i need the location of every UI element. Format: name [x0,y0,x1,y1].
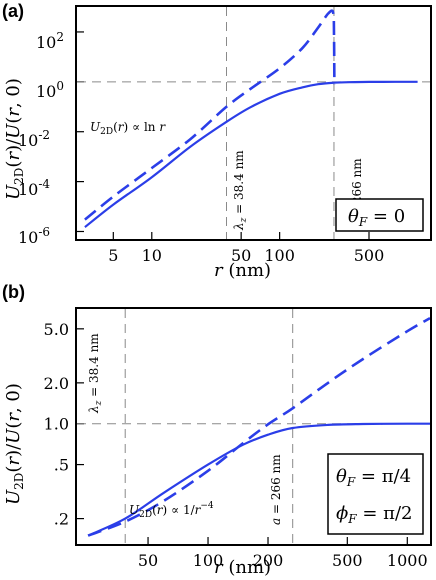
panel-b-lambda-label: λz = 38.4 nm [87,333,104,414]
panel-b-ytick-label-4: 5.0 [44,320,69,339]
panel-a-xtick-label-2: 50 [231,246,251,265]
panel-a-series-solid [84,80,418,228]
a-ytick-1e-6: 10-6 [18,225,50,247]
panel-b-xtick-label-3: 500 [332,551,363,570]
panel-b-xtick-label-1: 100 [193,551,224,570]
panel-a-xtick-label-3: 100 [264,246,295,265]
panel-b-frame [75,307,432,546]
panel-b-legend-theta: θF = π/4 [336,466,411,489]
panel-a-series [84,9,418,228]
panel-b-x-tick-labels: 50 100 200 500 1000 [138,551,428,570]
panel-b: (b) .2 .5 1.0 2.0 5.0 50 100 200 500 1000 r (nm)… [2,282,432,578]
panel-a-legend-text: θF = 0 [348,206,405,229]
panel-b-ylabel: U2D(r)/U(r, 0) [3,383,26,505]
panel-b-series [87,316,431,537]
panel-b-series-solid [87,422,430,537]
panel-b-ytick-label-1: .5 [54,456,69,475]
panel-a-xlabel: r (nm) [214,260,271,281]
panel-a-xtick-label-1: 10 [142,246,162,265]
panel-a-ylabel: U2D(r)/U(r, 0) [3,78,26,200]
panel-a-y-tick-labels: 10-6 10-4 10-2 100 102 [18,30,64,247]
panel-a-label: (a) [2,1,24,21]
panel-a-xtick-label-0: 5 [108,246,118,265]
panel-a-x-tick-labels: 5 10 50 100 500 [108,246,384,265]
panel-b-annotation: U2D(r) ∝ 1/r−4 [129,501,214,520]
panel-b-xtick-label-2: 200 [253,551,284,570]
panel-b-y-tick-labels: .2 .5 1.0 2.0 5.0 [44,320,69,529]
a-ytick-1e0: 100 [36,79,64,101]
panel-b-xtick-label-0: 50 [138,551,158,570]
panel-b-ytick-label-3: 2.0 [44,374,69,393]
panel-b-series-dashed [87,316,431,537]
panel-b-guides [77,309,430,544]
panel-a-ticks [77,31,370,239]
panel-b-legend-box [327,453,424,535]
panel-a-legend-box [335,198,424,232]
panel-a-lambda-label: λz = 38.4 nm [232,150,249,231]
panel-b-a-label: a = 266 nm [269,454,283,525]
panel-a-annotation: U2D(r) ∝ ln r [90,120,166,137]
panel-b-label: (b) [2,282,25,302]
panel-b-legend-phi: ϕF = π/2 [336,503,412,526]
panel-b-xlabel: r (nm) [214,557,271,578]
panel-b-ytick-label-0: .2 [54,510,69,529]
panel-b-ytick-label-2: 1.0 [44,415,69,434]
panel-b-xtick-label-4: 1000 [387,551,428,570]
panel-a-frame [75,5,432,241]
a-ytick-1e2: 102 [36,30,64,52]
panel-a-series-dashed [84,9,336,221]
panel-a-xtick-label-4: 500 [354,246,385,265]
panel-a: (a) 10-6 10-4 10-2 100 102 5 10 50 100 500 r… [2,1,432,281]
